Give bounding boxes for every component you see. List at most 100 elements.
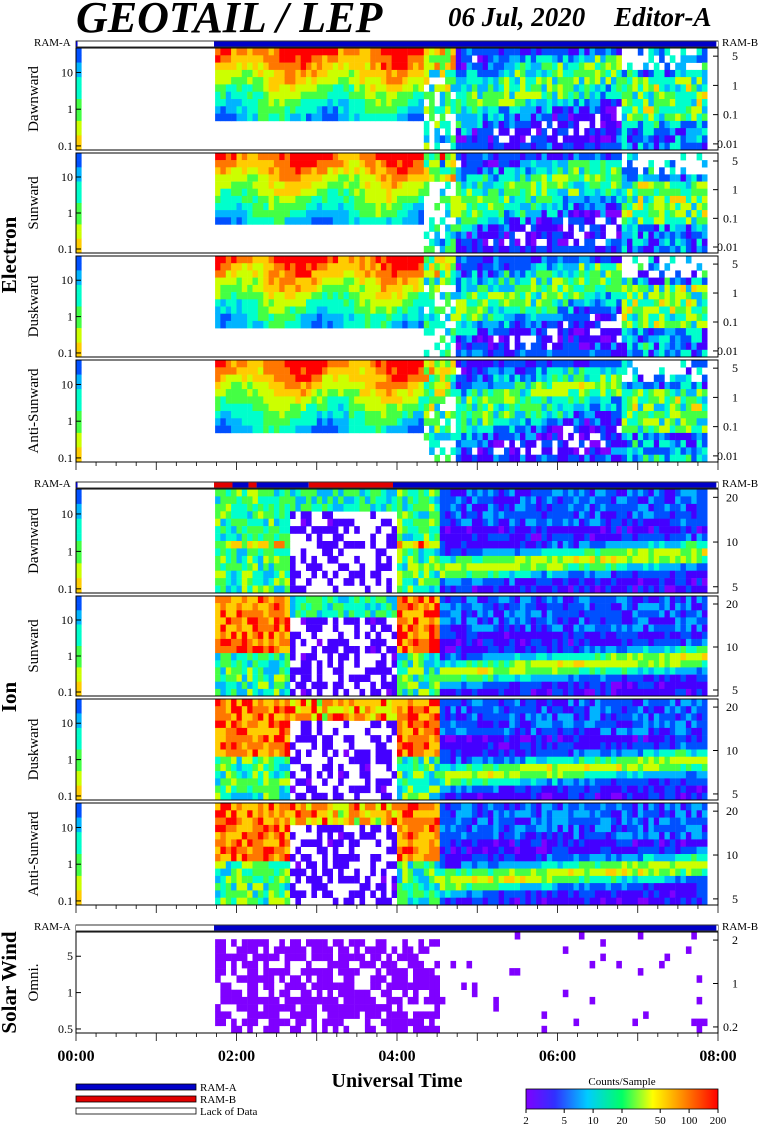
heatmap-cell	[407, 425, 414, 434]
heatmap-cell	[594, 367, 601, 375]
heatmap-cell	[429, 328, 435, 336]
heatmap-cell	[584, 55, 590, 63]
heatmap-cell	[343, 263, 350, 271]
heatmap-cell	[600, 195, 606, 204]
heatmap-cell	[482, 411, 489, 419]
heatmap-cell	[332, 541, 339, 549]
heatmap-cell	[600, 349, 606, 358]
heatmap-cell	[675, 440, 681, 448]
heatmap-cell	[509, 270, 515, 278]
heatmap-cell	[327, 320, 333, 329]
heatmap-cell	[332, 374, 339, 383]
heatmap-cell	[252, 367, 259, 375]
heatmap-cell	[568, 48, 574, 56]
heatmap-cell	[247, 570, 253, 579]
heatmap-cell	[477, 299, 483, 307]
heatmap-cell	[359, 503, 366, 512]
heatmap-cell	[76, 153, 82, 161]
heatmap-cell	[263, 496, 269, 505]
heatmap-cell	[509, 210, 515, 218]
heatmap-cell	[332, 403, 339, 412]
heatmap-cell	[343, 489, 350, 497]
heatmap-cell	[461, 48, 467, 56]
heatmap-cell	[594, 313, 601, 322]
heatmap-cell	[327, 217, 333, 225]
heatmap-cell	[407, 313, 414, 322]
heatmap-cell	[231, 292, 237, 300]
heatmap-cell	[407, 585, 414, 594]
heatmap-cell	[685, 91, 692, 100]
heatmap-cell	[536, 374, 542, 383]
heatmap-cell	[348, 106, 355, 114]
heatmap-cell	[407, 48, 414, 56]
heatmap-cell	[578, 418, 585, 426]
heatmap-cell	[268, 48, 275, 56]
heatmap-cell	[418, 313, 424, 322]
heatmap-cell	[637, 396, 644, 404]
heatmap-cell	[290, 570, 296, 579]
heatmap-cell	[284, 396, 291, 404]
heatmap-cell	[279, 256, 285, 264]
heatmap-cell	[691, 203, 697, 211]
heatmap-cell	[397, 381, 403, 390]
heatmap-cell	[76, 503, 82, 512]
ram-bar-segment	[232, 482, 249, 488]
heatmap-cell	[680, 360, 687, 368]
heatmap-cell	[573, 381, 580, 390]
heatmap-cell	[445, 503, 451, 512]
heatmap-cell	[627, 69, 633, 78]
heatmap-cell	[423, 299, 430, 307]
heatmap-cell	[300, 277, 307, 286]
heatmap-cell	[573, 238, 580, 247]
heatmap-cell	[546, 389, 553, 397]
heatmap-cell	[225, 374, 232, 383]
heatmap-cell	[354, 174, 360, 182]
ram-bar-segment	[77, 482, 215, 488]
heatmap-cell	[423, 174, 430, 182]
right-tick-label: 1	[732, 183, 738, 197]
right-tick-label: 0.01	[717, 240, 738, 254]
heatmap-cell	[76, 292, 82, 300]
heatmap-cell	[380, 160, 387, 168]
heatmap-cell	[493, 55, 499, 63]
heatmap-cell	[413, 360, 419, 368]
heatmap-cell	[413, 181, 419, 189]
heatmap-cell	[664, 447, 671, 455]
heatmap-cell	[327, 84, 333, 92]
heatmap-cell	[300, 84, 307, 92]
heatmap-cell	[215, 541, 221, 549]
heatmap-cell	[284, 181, 291, 189]
heatmap-cell	[397, 396, 403, 404]
heatmap-cell	[685, 425, 692, 434]
heatmap-cell	[348, 503, 355, 512]
heatmap-cell	[461, 106, 467, 114]
heatmap-cell	[514, 167, 521, 175]
heatmap-cell	[466, 418, 473, 426]
heatmap-cell	[471, 306, 478, 314]
heatmap-cell	[514, 374, 521, 383]
heatmap-cell	[386, 320, 392, 329]
heatmap-cell	[552, 263, 558, 271]
heatmap-cell	[637, 342, 644, 351]
heatmap-cell	[611, 174, 617, 182]
heatmap-cell	[455, 335, 462, 343]
heatmap-cell	[632, 142, 638, 151]
heatmap-cell	[562, 62, 569, 71]
heatmap-cell	[573, 181, 580, 189]
heatmap-cell	[332, 284, 339, 293]
heatmap-cell	[407, 292, 414, 300]
heatmap-cell	[284, 403, 291, 412]
heatmap-cell	[241, 570, 248, 579]
heatmap-cell	[471, 489, 478, 497]
heatmap-cell	[327, 99, 333, 107]
heatmap-cell	[241, 91, 248, 100]
heatmap-cell	[611, 349, 617, 358]
heatmap-cell	[273, 526, 280, 534]
heatmap-cell	[236, 389, 243, 397]
heatmap-cell	[375, 489, 382, 497]
heatmap-cell	[354, 203, 360, 211]
heatmap-cell	[675, 396, 681, 404]
heatmap-cell	[290, 277, 296, 286]
heatmap-cell	[643, 238, 649, 247]
heatmap-cell	[498, 84, 505, 92]
